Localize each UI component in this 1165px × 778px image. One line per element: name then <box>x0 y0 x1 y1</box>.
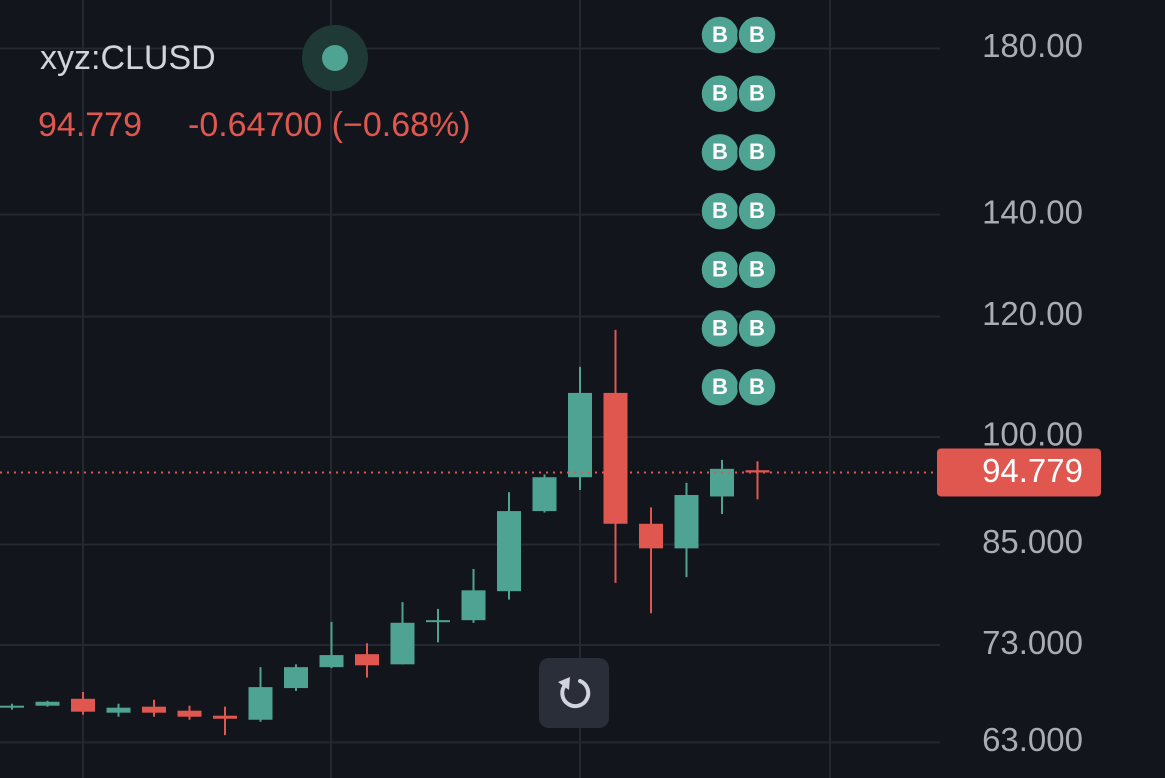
reset-icon[interactable] <box>560 679 591 709</box>
plot <box>0 329 770 736</box>
buy-marker <box>737 191 777 231</box>
candle-body <box>284 667 308 689</box>
candle-body <box>639 523 663 549</box>
status-dot <box>322 45 348 71</box>
y-tick-label: 85.000 <box>982 523 1083 560</box>
candle-body <box>319 655 344 668</box>
reset-button-bg[interactable] <box>539 658 609 728</box>
buy-marker-label: B <box>749 315 765 340</box>
grid <box>0 47 940 744</box>
y-tick-label: 63.000 <box>982 721 1083 758</box>
buy-marker <box>737 15 777 55</box>
candle-body <box>426 620 450 623</box>
candle-body <box>248 687 273 720</box>
buy-marker-label: B <box>712 139 728 164</box>
y-tick-label: 100.00 <box>982 416 1083 453</box>
y-tick-label: 180.00 <box>982 27 1083 64</box>
buy-marker-label: B <box>749 257 765 282</box>
y-tick-label: 120.00 <box>982 295 1083 332</box>
buy-marker-label: B <box>712 81 728 106</box>
buy-marker-label: B <box>712 315 728 340</box>
buy-marker <box>737 308 777 349</box>
header-price: 94.779 <box>38 106 142 144</box>
candle-body <box>674 495 699 549</box>
candle-body <box>603 392 628 524</box>
y-tick-label: 140.00 <box>982 193 1083 230</box>
buy-marker <box>737 250 777 290</box>
candle-body <box>106 707 131 713</box>
candle-body <box>355 654 379 666</box>
candle-body <box>390 622 415 665</box>
candle-body <box>745 470 770 473</box>
candle-body <box>568 392 592 478</box>
candle-body <box>35 701 60 706</box>
candle-body <box>0 705 24 708</box>
markers: B BB BB BB BB BB BB B <box>700 15 777 407</box>
buy-marker-label: B <box>749 139 765 164</box>
buy-marker-label: B <box>712 257 728 282</box>
reset-button[interactable] <box>539 658 609 728</box>
candle-body <box>142 706 166 713</box>
reset-icon-arrow[interactable] <box>558 677 570 690</box>
header-change: -0.64700 (−0.68%) <box>188 106 471 144</box>
buy-marker <box>737 132 777 173</box>
buy-marker-label: B <box>712 22 728 47</box>
candle-body <box>213 715 237 719</box>
last-price-label: 94.779 <box>982 452 1083 489</box>
candle-body <box>497 511 521 592</box>
buy-marker-label: B <box>712 198 728 223</box>
buy-marker-label: B <box>749 374 765 399</box>
buy-marker <box>737 367 777 407</box>
buy-marker-label: B <box>749 81 765 106</box>
buy-marker-label: B <box>749 22 765 47</box>
buy-marker-label: B <box>712 374 728 399</box>
candle-body <box>532 477 557 512</box>
candle-body <box>177 710 202 717</box>
y-tick-label: 73.000 <box>982 624 1083 661</box>
symbol: xyz:CLUSD <box>40 39 216 77</box>
candle-body <box>71 698 95 712</box>
candle-body <box>461 590 486 621</box>
buy-marker-label: B <box>749 198 765 223</box>
last-price-box <box>937 448 1101 497</box>
buy-marker <box>737 73 777 114</box>
